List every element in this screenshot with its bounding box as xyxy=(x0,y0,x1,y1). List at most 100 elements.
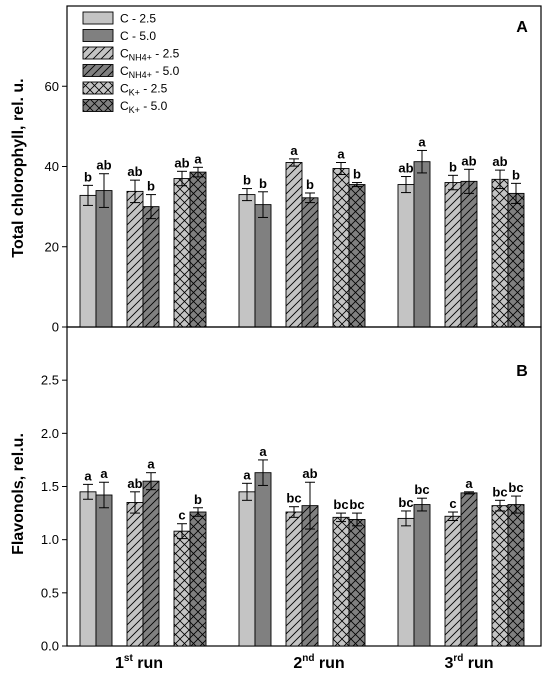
legend-swatch-pattern-K50 xyxy=(83,99,113,112)
bar-pattern-flav-N25-2 xyxy=(445,516,461,646)
significance-label-flav: bc xyxy=(508,480,523,495)
significance-label-chl: b xyxy=(449,159,457,174)
significance-label-flav: bc xyxy=(349,497,364,512)
significance-label-flav: b xyxy=(194,492,202,507)
legend-item-K50: CK+ - 5.0 xyxy=(82,99,168,115)
significance-label-chl: b xyxy=(147,179,155,194)
significance-label-chl: b xyxy=(353,167,361,182)
bar-chl-C50-1 xyxy=(254,204,272,328)
significance-label-flav: a xyxy=(147,457,155,472)
x-category-label-1: 1st run xyxy=(115,653,163,672)
bar-chl-C25-0 xyxy=(79,194,97,328)
y-tick-label-flav: 2.0 xyxy=(41,426,59,441)
bar-pattern-chl-N50-0 xyxy=(143,206,159,327)
bar-pattern-flav-N50-2 xyxy=(461,492,477,646)
significance-label-chl: b xyxy=(259,176,267,191)
significance-label-flav: bc xyxy=(286,491,301,506)
bar-pattern-flav-K50-2 xyxy=(508,504,524,646)
significance-label-chl: a xyxy=(337,146,345,161)
bar-pattern-flav-K25-0 xyxy=(174,531,190,646)
significance-label-flav: c xyxy=(178,508,185,523)
y-axis-title-flavonols: Flavonols, rel.u. xyxy=(10,433,27,555)
y-tick-label-flav: 1.0 xyxy=(41,532,59,547)
significance-label-flav: bc xyxy=(492,484,507,499)
y-tick-label-chl: 0 xyxy=(52,320,59,335)
significance-label-flav: bc xyxy=(333,497,348,512)
legend-label-C25: C - 2.5 xyxy=(120,12,156,26)
bar-pattern-chl-K50-2 xyxy=(508,193,524,327)
legend-item-C50: C - 5.0 xyxy=(82,29,156,43)
bar-pattern-chl-K25-2 xyxy=(492,179,508,327)
bar-flav-C25-0 xyxy=(79,491,97,647)
significance-label-chl: b xyxy=(306,177,314,192)
bar-chl-C50-0 xyxy=(95,190,113,328)
legend-item-K25: CK+ - 2.5 xyxy=(82,82,168,98)
legend-item-N25: CNH4+ - 2.5 xyxy=(82,47,180,63)
significance-label-flav: bc xyxy=(414,482,429,497)
bar-pattern-chl-K50-1 xyxy=(349,184,365,327)
significance-label-flav: a xyxy=(84,468,92,483)
bar-flav-C50-0 xyxy=(95,494,113,647)
bar-chl-C25-2 xyxy=(397,184,415,328)
y-tick-label-flav: 0.0 xyxy=(41,639,59,654)
significance-label-chl: ab xyxy=(96,158,111,173)
x-category-labels: 1st run 2nd run 3rd run xyxy=(115,653,494,672)
bar-chl-C25-1 xyxy=(238,194,256,328)
significance-label-chl: ab xyxy=(127,164,142,179)
bar-pattern-flav-K50-0 xyxy=(190,512,206,646)
significance-label-chl: a xyxy=(194,151,202,166)
bar-flav-C25-1 xyxy=(238,491,256,647)
bar-pattern-chl-N25-1 xyxy=(286,162,302,327)
bar-flav-C25-2 xyxy=(397,517,415,647)
bar-pattern-chl-N50-1 xyxy=(302,197,318,327)
bar-pattern-flav-K50-1 xyxy=(349,519,365,646)
legend-label-N50: CNH4+ - 5.0 xyxy=(120,64,180,80)
significance-label-chl: ab xyxy=(461,153,476,168)
bar-pattern-flav-N50-1 xyxy=(302,505,318,646)
bar-pattern-flav-N25-0 xyxy=(127,502,143,646)
legend-swatch-pattern-K25 xyxy=(83,82,113,94)
legend-swatch-C25 xyxy=(82,11,114,25)
significance-label-flav: ab xyxy=(302,466,317,481)
y-tick-label-flav: 0.5 xyxy=(41,585,59,600)
bar-pattern-chl-K25-1 xyxy=(333,168,349,327)
legend-item-N50: CNH4+ - 5.0 xyxy=(82,64,180,80)
panel-letter-a: A xyxy=(516,19,528,36)
significance-label-chl: b xyxy=(243,173,251,188)
bar-flav-C50-1 xyxy=(254,472,272,647)
legend-swatch-pattern-N50 xyxy=(83,64,113,77)
bar-pattern-flav-N50-0 xyxy=(143,481,159,646)
significance-label-flav: a xyxy=(259,444,267,459)
legend-swatch-C50 xyxy=(82,29,114,42)
y-tick-label-chl: 20 xyxy=(45,239,59,254)
legend-item-C25: C - 2.5 xyxy=(82,11,156,26)
bar-chl-C50-2 xyxy=(413,161,431,328)
bar-pattern-flav-K25-1 xyxy=(333,517,349,646)
bar-pattern-chl-K50-0 xyxy=(190,172,206,327)
legend-label-C50: C - 5.0 xyxy=(120,29,156,43)
bar-pattern-chl-K25-0 xyxy=(174,178,190,327)
bar-pattern-chl-N25-0 xyxy=(127,191,143,327)
significance-label-chl: a xyxy=(290,143,298,158)
significance-label-chl: ab xyxy=(174,155,189,170)
bar-pattern-flav-N25-1 xyxy=(286,512,302,646)
y-tick-label-flav: 2.5 xyxy=(41,373,59,388)
y-tick-label-flav: 1.5 xyxy=(41,479,59,494)
bar-pattern-chl-N50-2 xyxy=(461,181,477,327)
significance-label-flav: bc xyxy=(398,495,413,510)
x-category-label-2: 2nd run xyxy=(293,653,344,672)
legend-label-N25: CNH4+ - 2.5 xyxy=(120,47,180,63)
y-axis-title-chlorophyll: Total chlorophyll, rel. u. xyxy=(10,78,27,257)
significance-label-flav: ab xyxy=(127,476,142,491)
bar-pattern-flav-K25-2 xyxy=(492,505,508,646)
x-category-label-3: 3rd run xyxy=(444,653,493,672)
significance-label-chl: b xyxy=(512,167,520,182)
significance-label-flav: a xyxy=(100,466,108,481)
legend-swatch-pattern-N25 xyxy=(83,47,113,59)
bar-flav-C50-2 xyxy=(413,504,431,647)
panel-letter-b: B xyxy=(516,363,528,380)
